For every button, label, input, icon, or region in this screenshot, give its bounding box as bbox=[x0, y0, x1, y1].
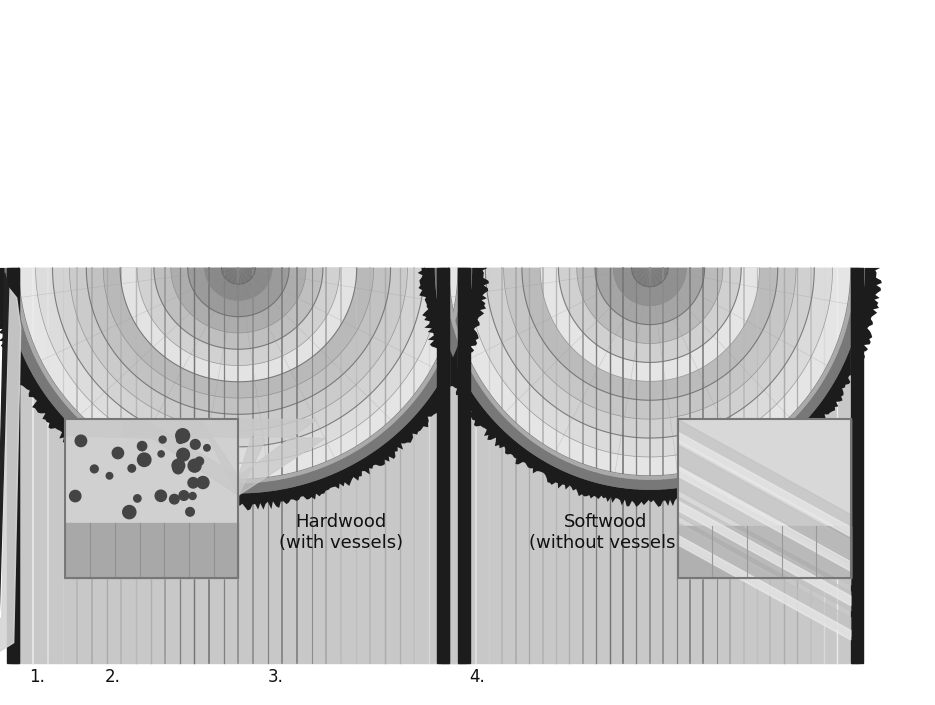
Text: 6.: 6. bbox=[123, 456, 138, 474]
Circle shape bbox=[75, 435, 87, 446]
Polygon shape bbox=[678, 446, 851, 560]
Circle shape bbox=[188, 459, 201, 472]
Circle shape bbox=[155, 490, 166, 501]
Polygon shape bbox=[678, 471, 851, 585]
Circle shape bbox=[191, 439, 200, 449]
Circle shape bbox=[188, 477, 198, 488]
Bar bbox=[851, 268, 859, 663]
Polygon shape bbox=[103, 268, 374, 398]
Circle shape bbox=[195, 457, 204, 465]
Polygon shape bbox=[15, 268, 462, 484]
Text: 3.: 3. bbox=[268, 668, 283, 686]
Text: Hardwood
(with vessels): Hardwood (with vessels) bbox=[280, 513, 403, 552]
Circle shape bbox=[186, 508, 194, 516]
Polygon shape bbox=[678, 467, 851, 571]
Polygon shape bbox=[222, 268, 255, 284]
Polygon shape bbox=[69, 268, 408, 431]
Bar bbox=[458, 268, 467, 663]
Circle shape bbox=[122, 505, 136, 519]
Polygon shape bbox=[678, 497, 851, 611]
Polygon shape bbox=[120, 268, 357, 382]
Circle shape bbox=[128, 465, 136, 472]
Circle shape bbox=[204, 445, 210, 451]
Circle shape bbox=[112, 448, 123, 459]
Circle shape bbox=[69, 491, 81, 502]
Circle shape bbox=[134, 495, 141, 502]
Polygon shape bbox=[188, 268, 289, 317]
Bar bbox=[678, 419, 851, 578]
Circle shape bbox=[137, 441, 147, 450]
Text: 5.: 5. bbox=[848, 456, 863, 474]
Polygon shape bbox=[180, 419, 266, 495]
Circle shape bbox=[158, 450, 165, 457]
Polygon shape bbox=[0, 268, 489, 510]
Polygon shape bbox=[558, 268, 741, 362]
Polygon shape bbox=[65, 419, 238, 495]
Polygon shape bbox=[613, 268, 686, 306]
Polygon shape bbox=[418, 268, 882, 507]
Polygon shape bbox=[36, 268, 441, 463]
Polygon shape bbox=[468, 268, 832, 457]
Polygon shape bbox=[86, 268, 391, 415]
Circle shape bbox=[159, 436, 166, 443]
Bar bbox=[65, 522, 238, 578]
Polygon shape bbox=[631, 268, 669, 287]
Text: Softwood
(without vessels): Softwood (without vessels) bbox=[529, 513, 683, 552]
Bar bbox=[851, 268, 863, 663]
Circle shape bbox=[189, 493, 196, 500]
Polygon shape bbox=[504, 268, 796, 419]
Polygon shape bbox=[154, 268, 323, 349]
Polygon shape bbox=[678, 419, 851, 534]
Polygon shape bbox=[577, 268, 723, 343]
Bar bbox=[7, 268, 19, 663]
Polygon shape bbox=[0, 288, 21, 668]
Polygon shape bbox=[449, 268, 851, 476]
Polygon shape bbox=[678, 535, 851, 640]
Polygon shape bbox=[678, 432, 851, 537]
Bar bbox=[440, 268, 449, 663]
Bar bbox=[10, 268, 19, 663]
Circle shape bbox=[172, 459, 185, 472]
Bar bbox=[678, 419, 851, 578]
Polygon shape bbox=[5, 268, 472, 493]
Circle shape bbox=[177, 436, 184, 443]
Bar bbox=[65, 419, 238, 578]
Text: 1.: 1. bbox=[30, 668, 45, 686]
Polygon shape bbox=[485, 268, 814, 438]
Circle shape bbox=[91, 465, 98, 473]
Circle shape bbox=[177, 448, 190, 461]
Circle shape bbox=[137, 453, 151, 467]
Circle shape bbox=[169, 494, 180, 504]
Polygon shape bbox=[445, 268, 855, 480]
Polygon shape bbox=[678, 501, 851, 606]
Bar bbox=[458, 268, 470, 663]
Polygon shape bbox=[435, 268, 865, 490]
Polygon shape bbox=[540, 268, 759, 381]
Bar bbox=[449, 268, 851, 663]
Polygon shape bbox=[19, 268, 458, 479]
Polygon shape bbox=[205, 268, 272, 300]
Polygon shape bbox=[0, 273, 8, 673]
Circle shape bbox=[107, 472, 113, 479]
Polygon shape bbox=[171, 268, 306, 333]
Bar bbox=[19, 268, 458, 663]
Polygon shape bbox=[122, 419, 238, 495]
Circle shape bbox=[176, 429, 190, 443]
Text: 2.: 2. bbox=[105, 668, 120, 686]
Circle shape bbox=[197, 477, 209, 489]
Circle shape bbox=[179, 491, 189, 501]
Bar bbox=[65, 419, 238, 578]
Polygon shape bbox=[52, 268, 424, 447]
Polygon shape bbox=[238, 419, 325, 495]
Bar bbox=[437, 268, 449, 663]
Circle shape bbox=[173, 463, 183, 474]
Polygon shape bbox=[678, 522, 851, 637]
Text: 4.: 4. bbox=[469, 668, 484, 686]
Polygon shape bbox=[595, 268, 705, 324]
Polygon shape bbox=[137, 268, 339, 365]
Polygon shape bbox=[522, 268, 778, 400]
Bar bbox=[678, 526, 851, 578]
